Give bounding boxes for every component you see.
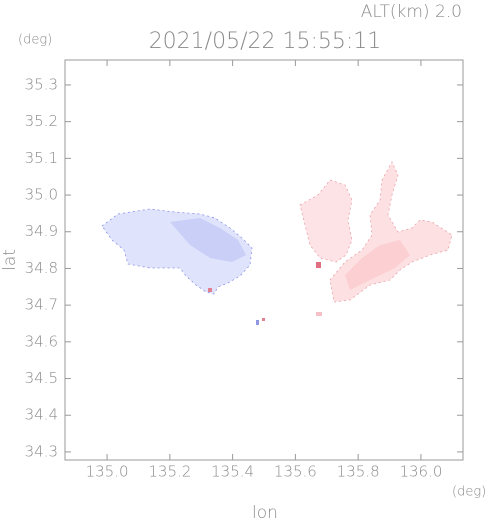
- y-tick-label: 34.6: [25, 332, 58, 350]
- y-tick-label: 34.7: [25, 296, 58, 314]
- x-tick-label: 135.8: [337, 463, 380, 481]
- echo-regions: [101, 161, 453, 325]
- y-tick-label: 34.4: [25, 406, 58, 424]
- approaching-echo-core: [170, 218, 246, 262]
- y-tick-label: 35.2: [25, 112, 58, 130]
- receding-echo: [299, 179, 353, 263]
- scatter-echo: [256, 320, 259, 325]
- y-tick-label: 34.9: [25, 222, 58, 240]
- y-axis-label: lat: [0, 249, 20, 271]
- plot-frame: [64, 59, 464, 461]
- y-tick-label: 34.3: [25, 442, 58, 460]
- y-tick-label: 35.1: [25, 149, 58, 167]
- scatter-echo: [262, 318, 265, 321]
- scatter-echo: [316, 262, 321, 268]
- altitude-label: ALT(km) 2.0: [361, 2, 462, 22]
- scatter-echo: [316, 312, 322, 316]
- chart-title: 2021/05/22 15:55:11: [149, 29, 382, 54]
- y-tick-label: 35.0: [25, 186, 58, 204]
- x-axis-label: lon: [252, 503, 278, 521]
- receding-echo-core: [345, 240, 410, 290]
- x-tick-label: 135.4: [211, 463, 254, 481]
- y-tick-label: 34.5: [25, 369, 58, 387]
- x-tick-label: 135.0: [86, 463, 129, 481]
- y-unit: (deg): [18, 33, 52, 48]
- x-unit: (deg): [452, 485, 486, 500]
- scatter-echo: [208, 288, 212, 292]
- y-tick-label: 34.8: [25, 259, 58, 277]
- x-tick-label: 135.2: [148, 463, 191, 481]
- y-tick-label: 35.3: [25, 75, 58, 93]
- x-tick-label: 136.0: [399, 463, 442, 481]
- x-tick-label: 135.6: [274, 463, 317, 481]
